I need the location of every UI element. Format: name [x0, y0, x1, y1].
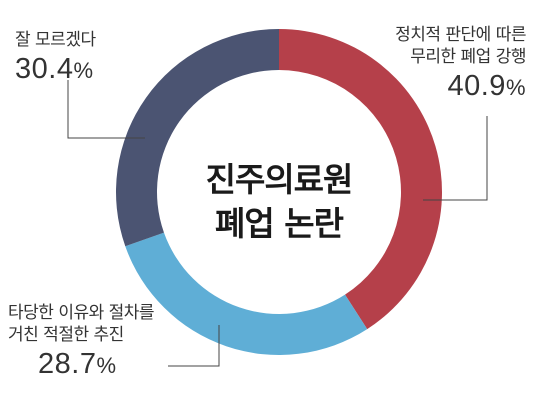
slice-label-text: 정치적 판단에 따른: [395, 25, 526, 45]
slice-value: 28.7%: [38, 346, 154, 384]
slice-value-unit: %: [73, 58, 94, 83]
slice-label-dont-know: 잘 모르겠다 30.4%: [15, 29, 96, 89]
center-title: 진주의료원 폐업 논란: [184, 158, 374, 246]
slice-value-number: 30.4: [15, 53, 74, 85]
center-title-line-1: 진주의료원: [205, 160, 354, 199]
slice-label-text: 거친 적절한 추진: [8, 325, 124, 345]
slice-value-unit: %: [96, 353, 117, 378]
slice-appropriate-process: [125, 232, 368, 355]
leader-line-appropriate-process: [168, 325, 220, 367]
leader-line-dont-know: [67, 80, 145, 139]
donut-slices: [115, 29, 442, 355]
slice-value-number: 28.7: [38, 348, 97, 380]
slice-label-text: 타당한 이유와 절차를: [8, 303, 155, 323]
center-title-line-2: 폐업 논란: [215, 204, 344, 243]
slice-dont-know: [115, 29, 279, 247]
slice-value: 30.4%: [15, 51, 96, 89]
slice-value-unit: %: [505, 75, 526, 100]
slice-label-text: 무리한 폐업 강행: [410, 47, 526, 67]
leader-line-forced-closure: [423, 116, 488, 201]
slice-value: 40.9%: [395, 68, 526, 106]
leader-lines: [67, 80, 488, 367]
slice-label-text: 잘 모르겠다: [15, 30, 96, 50]
slice-label-appropriate-process: 타당한 이유와 절차를 거친 적절한 추진 28.7%: [8, 302, 155, 384]
slice-label-forced-closure: 정치적 판단에 따른 무리한 폐업 강행 40.9%: [395, 24, 526, 106]
slice-value-number: 40.9: [447, 70, 506, 102]
slice-forced-closure: [279, 29, 442, 330]
